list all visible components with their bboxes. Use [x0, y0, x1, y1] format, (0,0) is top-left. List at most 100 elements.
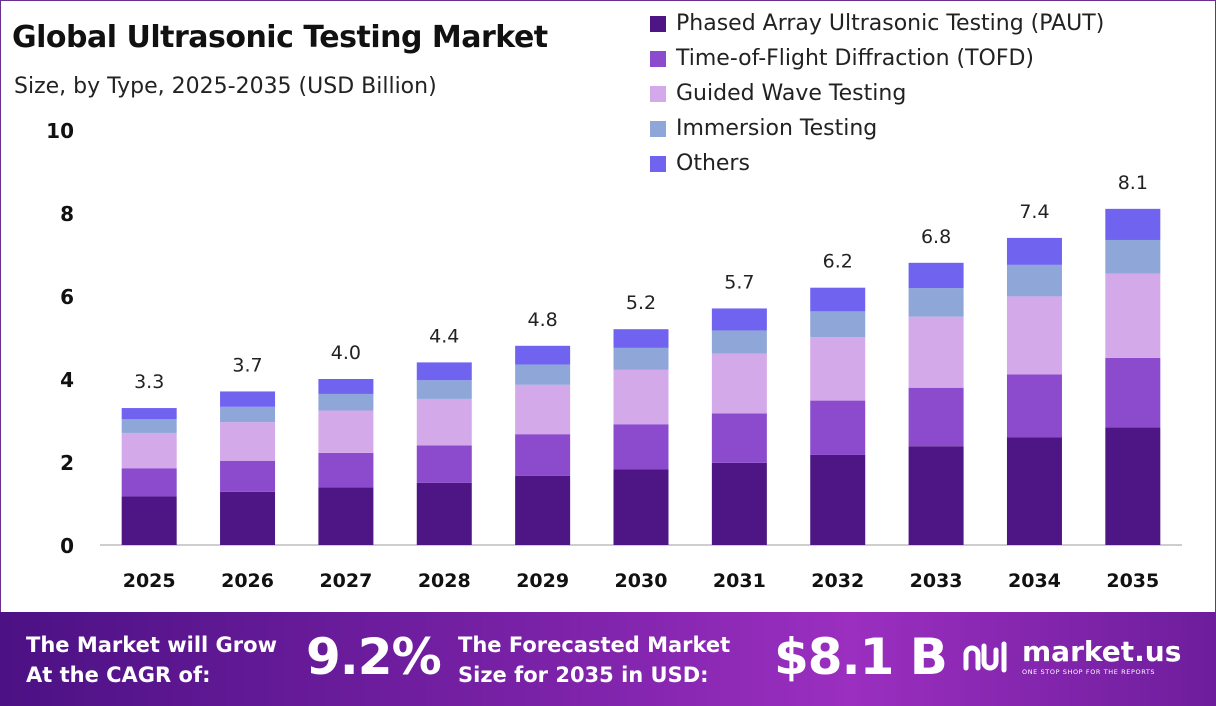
bar-segment — [515, 434, 571, 476]
bar-segment — [318, 393, 374, 411]
x-tick-label: 2031 — [713, 570, 766, 592]
bar-segment — [810, 311, 866, 338]
y-tick-label: 10 — [46, 119, 74, 143]
bar-total-label: 5.7 — [724, 271, 754, 293]
legend-swatch-guided-wave — [650, 85, 666, 102]
x-tick-label: 2025 — [123, 570, 176, 592]
forecast-value: $8.1 B — [774, 628, 948, 686]
bar-segment — [121, 419, 177, 433]
bar-segment — [908, 288, 964, 317]
bar-segment — [220, 460, 276, 492]
legend-item-others: Others — [650, 146, 1104, 181]
bar-segment — [1006, 374, 1062, 438]
bar-segment — [908, 316, 964, 388]
chart-title: Global Ultrasonic Testing Market — [12, 20, 548, 55]
y-tick-label: 2 — [60, 451, 74, 475]
bar-total-label: 6.8 — [921, 226, 951, 248]
bar-segment — [1105, 357, 1161, 428]
bar-segment — [416, 482, 472, 545]
bar-total-label: 4.0 — [331, 342, 361, 364]
stacked-bar-chart: 0 2 4 6 8 10 3.3 2025 3.7 2026 4.0 2027 4.4 2028 4.8 20… — [46, 119, 1182, 592]
bar-segment — [613, 424, 669, 470]
bar-segment — [515, 384, 571, 435]
bar-total-label: 8.1 — [1118, 172, 1148, 194]
bar-segment — [220, 422, 276, 461]
bar-segment — [613, 369, 669, 425]
bar-segment — [810, 287, 866, 312]
bar-segment — [318, 410, 374, 453]
bar-segment — [613, 347, 669, 370]
bar-total-label: 5.2 — [626, 292, 656, 314]
legend-item-immersion: Immersion Testing — [650, 111, 1104, 146]
bar-segment — [711, 462, 767, 545]
bar-segment — [318, 487, 374, 545]
x-tick-label: 2027 — [319, 570, 372, 592]
legend-label-paut: Phased Array Ultrasonic Testing (PAUT) — [676, 11, 1105, 36]
legend-swatch-tofd — [650, 50, 666, 67]
legend-item-guided-wave: Guided Wave Testing — [650, 76, 1104, 111]
bar-segment — [1105, 208, 1161, 240]
bar-segment — [908, 387, 964, 447]
brand-name: market.us — [1022, 635, 1182, 668]
x-tick-label: 2035 — [1106, 570, 1159, 592]
legend-swatch-others — [650, 155, 666, 172]
brand-tagline: ONE STOP SHOP FOR THE REPORTS — [1022, 668, 1156, 676]
chart-subtitle: Size, by Type, 2025-2035 (USD Billion) — [14, 74, 437, 99]
x-tick-label: 2029 — [516, 570, 569, 592]
legend-swatch-immersion — [650, 120, 666, 137]
x-tick-label: 2030 — [615, 570, 668, 592]
bar-segment — [220, 491, 276, 545]
market-us-logo-icon — [963, 641, 1007, 673]
brand-logo: market.us ONE STOP SHOP FOR THE REPORTS — [962, 638, 1181, 676]
bar-segment — [613, 329, 669, 348]
bar-segment — [1105, 273, 1161, 358]
legend-label-guided-wave: Guided Wave Testing — [676, 81, 907, 106]
bar-total-label: 4.8 — [528, 309, 558, 331]
x-tick-label: 2034 — [1008, 570, 1061, 592]
x-tick-label: 2032 — [811, 570, 864, 592]
y-tick-label: 6 — [60, 285, 74, 309]
bar-segment — [121, 432, 177, 469]
bar-segment — [810, 337, 866, 401]
cagr-label: The Market will Grow At the CAGR of: — [26, 633, 277, 687]
bar-segment — [220, 406, 276, 423]
bar-total-label: 7.4 — [1019, 201, 1049, 223]
legend-label-immersion: Immersion Testing — [676, 116, 878, 141]
y-tick-label: 8 — [60, 202, 74, 226]
bar-segment — [121, 496, 177, 545]
bar-segment — [318, 379, 374, 394]
bar-segment — [318, 452, 374, 488]
bar-segment — [908, 262, 964, 289]
bar-total-label: 3.7 — [232, 354, 262, 376]
bar-segment — [613, 469, 669, 545]
legend-item-paut: Phased Array Ultrasonic Testing (PAUT) — [650, 6, 1104, 41]
y-tick-label: 0 — [60, 534, 74, 558]
bar-segment — [908, 446, 964, 545]
bar-segment — [810, 454, 866, 545]
bar-segment — [416, 398, 472, 446]
legend-label-others: Others — [676, 151, 750, 176]
bar-segment — [1006, 237, 1062, 265]
legend-item-tofd: Time-of-Flight Diffraction (TOFD) — [650, 41, 1104, 76]
bar-segment — [416, 380, 472, 399]
bar-segment — [711, 413, 767, 463]
bar-segment — [810, 400, 866, 455]
bar-segment — [711, 308, 767, 331]
bar-segment — [1105, 427, 1161, 545]
bar-total-label: 6.2 — [823, 251, 853, 273]
legend-swatch-paut — [650, 15, 666, 32]
x-tick-label: 2033 — [910, 570, 963, 592]
x-tick-label: 2026 — [221, 570, 274, 592]
bar-total-label: 4.4 — [429, 325, 459, 347]
bar-segment — [711, 353, 767, 414]
bar-segment — [1105, 239, 1161, 274]
bar-segment — [515, 345, 571, 365]
bar-segment — [121, 408, 177, 420]
bar-segment — [1006, 296, 1062, 375]
bar-segment — [121, 468, 177, 497]
legend-label-tofd: Time-of-Flight Diffraction (TOFD) — [676, 46, 1035, 71]
bar-segment — [1006, 264, 1062, 297]
bar-segment — [220, 391, 276, 407]
legend: Phased Array Ultrasonic Testing (PAUT) T… — [650, 6, 1104, 181]
bar-segment — [1006, 437, 1062, 545]
